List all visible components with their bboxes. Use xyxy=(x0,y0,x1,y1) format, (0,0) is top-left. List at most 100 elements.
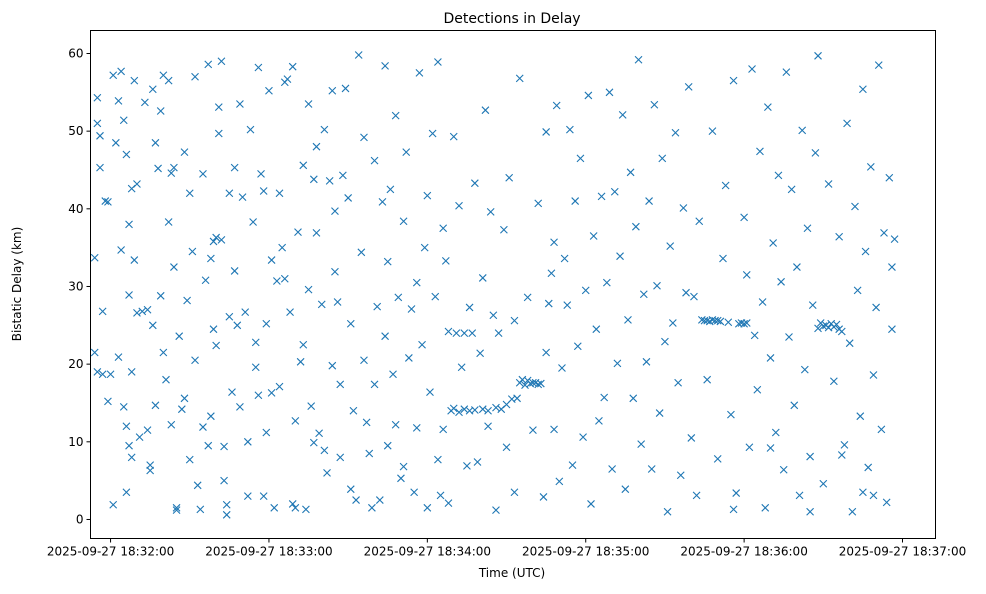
data-point xyxy=(819,479,828,488)
data-point xyxy=(742,270,751,279)
data-point xyxy=(756,147,764,156)
data-point xyxy=(199,423,207,431)
data-point xyxy=(383,441,392,450)
data-point xyxy=(275,189,284,198)
data-point xyxy=(473,458,482,466)
data-point xyxy=(304,285,313,294)
data-point xyxy=(740,319,749,328)
data-point xyxy=(177,405,186,414)
data-point xyxy=(354,51,363,59)
data-point xyxy=(117,67,126,76)
data-point xyxy=(236,100,244,108)
data-point xyxy=(185,189,194,198)
data-point xyxy=(853,286,862,295)
data-point xyxy=(793,263,801,271)
data-point xyxy=(381,332,389,341)
data-point xyxy=(655,409,664,417)
y-tick-label: 50 xyxy=(68,124,83,138)
data-point xyxy=(222,500,231,509)
data-point xyxy=(650,100,659,109)
data-point xyxy=(397,474,405,483)
data-point xyxy=(806,507,814,516)
data-point xyxy=(872,303,880,312)
data-point xyxy=(864,463,873,472)
data-point xyxy=(494,329,503,337)
data-point xyxy=(410,488,419,497)
data-point xyxy=(286,308,294,316)
data-point xyxy=(193,481,202,490)
data-point xyxy=(114,96,123,105)
data-point xyxy=(391,420,400,429)
y-tick-label: 20 xyxy=(68,357,83,371)
data-point xyxy=(206,254,215,263)
data-point xyxy=(220,476,228,485)
data-point xyxy=(888,325,896,334)
data-point xyxy=(568,461,577,469)
data-point xyxy=(703,375,712,384)
x-tick-label: 2025-09-27 18:32:00 xyxy=(47,545,174,559)
data-point xyxy=(370,380,379,389)
points-layer xyxy=(90,51,899,519)
data-point xyxy=(547,269,556,278)
data-point xyxy=(824,180,833,188)
data-point xyxy=(204,60,213,69)
data-point xyxy=(212,341,221,350)
data-point xyxy=(101,197,110,205)
data-point xyxy=(719,254,727,263)
y-tick-label: 0 xyxy=(76,512,84,526)
data-point xyxy=(225,312,234,321)
data-point xyxy=(732,489,741,497)
data-point xyxy=(336,380,345,389)
data-point xyxy=(254,391,263,400)
data-point xyxy=(869,491,878,500)
data-point xyxy=(133,308,141,317)
data-point xyxy=(93,93,102,102)
data-point xyxy=(727,410,735,419)
data-point xyxy=(346,485,355,494)
data-point xyxy=(647,465,656,473)
data-point xyxy=(154,164,162,173)
data-point xyxy=(199,169,207,178)
data-point xyxy=(763,103,772,111)
x-axis-label: Time (UTC) xyxy=(478,566,545,580)
data-point xyxy=(779,465,788,474)
data-point xyxy=(135,433,144,442)
data-point xyxy=(560,254,569,263)
data-point xyxy=(241,308,250,316)
data-point xyxy=(584,91,593,100)
data-point xyxy=(832,320,841,329)
data-point xyxy=(180,394,189,403)
data-point xyxy=(302,505,310,514)
data-point xyxy=(151,401,160,410)
data-point xyxy=(653,281,661,290)
data-point xyxy=(859,488,867,497)
data-point xyxy=(280,274,289,283)
data-point xyxy=(236,402,244,411)
data-point xyxy=(418,340,426,349)
data-point xyxy=(412,423,421,432)
data-point xyxy=(521,381,529,390)
data-point xyxy=(542,348,551,357)
data-point xyxy=(389,370,397,379)
data-point xyxy=(191,72,199,81)
data-point xyxy=(130,76,139,85)
data-point xyxy=(721,181,730,190)
data-point xyxy=(304,100,313,108)
data-point xyxy=(608,465,617,473)
data-point xyxy=(515,74,524,83)
data-point xyxy=(368,503,376,512)
data-point xyxy=(119,116,128,125)
data-point xyxy=(470,179,479,188)
data-point xyxy=(550,425,558,434)
data-point xyxy=(162,375,170,384)
data-point xyxy=(341,84,350,93)
data-point xyxy=(391,111,400,120)
data-point xyxy=(837,327,846,336)
data-point xyxy=(172,503,181,512)
data-point xyxy=(724,318,733,327)
data-point xyxy=(550,238,558,247)
data-point xyxy=(426,388,434,396)
data-point xyxy=(486,208,495,216)
